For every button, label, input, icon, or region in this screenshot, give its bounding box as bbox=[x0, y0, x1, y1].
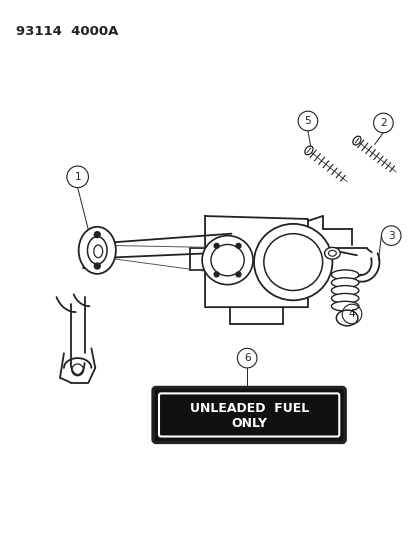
Ellipse shape bbox=[202, 236, 252, 285]
Ellipse shape bbox=[331, 301, 358, 311]
Ellipse shape bbox=[331, 294, 358, 303]
FancyBboxPatch shape bbox=[159, 393, 339, 437]
Ellipse shape bbox=[331, 286, 358, 295]
Text: 3: 3 bbox=[387, 231, 394, 240]
Text: 6: 6 bbox=[243, 353, 250, 363]
Ellipse shape bbox=[210, 245, 244, 276]
Text: 2: 2 bbox=[379, 118, 386, 128]
Circle shape bbox=[94, 263, 100, 269]
Circle shape bbox=[94, 232, 100, 238]
Circle shape bbox=[214, 272, 218, 277]
Ellipse shape bbox=[94, 245, 102, 257]
Text: ONLY: ONLY bbox=[230, 417, 266, 430]
Circle shape bbox=[235, 272, 240, 277]
Ellipse shape bbox=[304, 146, 312, 155]
Ellipse shape bbox=[324, 247, 339, 259]
Text: 1: 1 bbox=[74, 172, 81, 182]
Ellipse shape bbox=[331, 270, 358, 280]
Ellipse shape bbox=[331, 278, 358, 288]
Circle shape bbox=[235, 244, 240, 248]
Ellipse shape bbox=[328, 251, 335, 256]
FancyBboxPatch shape bbox=[153, 387, 344, 442]
Text: 5: 5 bbox=[304, 116, 311, 126]
Text: UNLEADED  FUEL: UNLEADED FUEL bbox=[189, 401, 308, 415]
Ellipse shape bbox=[352, 136, 360, 145]
Text: 4: 4 bbox=[348, 309, 354, 319]
Ellipse shape bbox=[263, 233, 322, 290]
Ellipse shape bbox=[254, 224, 332, 300]
Circle shape bbox=[214, 244, 218, 248]
Ellipse shape bbox=[335, 310, 357, 326]
Ellipse shape bbox=[87, 237, 107, 264]
Ellipse shape bbox=[78, 227, 116, 274]
Text: 93114  4000A: 93114 4000A bbox=[16, 25, 118, 38]
